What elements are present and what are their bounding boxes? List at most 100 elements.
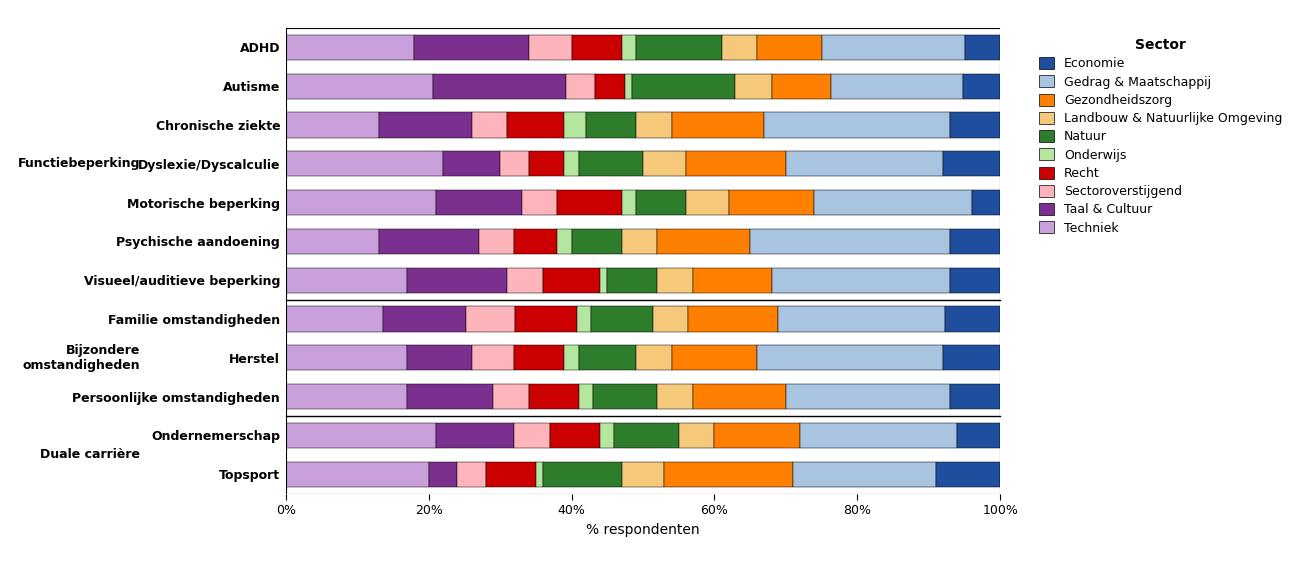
- Bar: [672, 345, 757, 370]
- Bar: [577, 306, 591, 332]
- Bar: [822, 35, 964, 60]
- Bar: [591, 306, 653, 332]
- Bar: [686, 151, 786, 177]
- Bar: [286, 35, 414, 60]
- Text: Duale carrière: Duale carrière: [40, 448, 140, 461]
- Bar: [522, 190, 557, 215]
- Bar: [637, 112, 672, 137]
- Bar: [592, 384, 657, 410]
- Bar: [637, 35, 722, 60]
- Bar: [944, 306, 1000, 332]
- Bar: [433, 73, 565, 99]
- Bar: [379, 229, 478, 254]
- Bar: [694, 384, 786, 410]
- Bar: [579, 151, 643, 177]
- Bar: [514, 423, 549, 448]
- Bar: [286, 73, 433, 99]
- Bar: [951, 268, 1000, 293]
- Bar: [714, 423, 800, 448]
- Bar: [686, 190, 729, 215]
- Bar: [600, 423, 614, 448]
- Bar: [494, 384, 529, 410]
- Bar: [672, 112, 764, 137]
- Bar: [564, 112, 586, 137]
- Bar: [665, 462, 792, 487]
- Text: Bijzondere
omstandigheden: Bijzondere omstandigheden: [22, 344, 140, 372]
- Bar: [586, 112, 637, 137]
- Bar: [729, 190, 814, 215]
- Bar: [694, 268, 772, 293]
- Bar: [486, 462, 535, 487]
- Bar: [408, 345, 472, 370]
- Bar: [529, 384, 578, 410]
- Bar: [564, 151, 579, 177]
- Bar: [786, 151, 943, 177]
- Bar: [408, 268, 507, 293]
- Bar: [286, 306, 383, 332]
- Bar: [637, 345, 672, 370]
- Bar: [786, 384, 951, 410]
- Bar: [557, 229, 572, 254]
- Bar: [500, 151, 529, 177]
- Bar: [507, 112, 564, 137]
- Bar: [572, 229, 621, 254]
- Bar: [607, 268, 657, 293]
- Bar: [472, 112, 507, 137]
- Bar: [557, 190, 621, 215]
- Bar: [964, 35, 1000, 60]
- Bar: [565, 73, 595, 99]
- Bar: [478, 229, 514, 254]
- Bar: [757, 35, 822, 60]
- Bar: [621, 229, 657, 254]
- Bar: [286, 229, 379, 254]
- Bar: [286, 151, 443, 177]
- Bar: [614, 423, 679, 448]
- Bar: [600, 268, 608, 293]
- Bar: [514, 345, 564, 370]
- Bar: [751, 229, 951, 254]
- Bar: [800, 423, 957, 448]
- Text: Functiebeperking: Functiebeperking: [17, 157, 140, 171]
- Bar: [514, 306, 577, 332]
- Bar: [472, 345, 514, 370]
- Bar: [529, 35, 572, 60]
- Bar: [383, 306, 466, 332]
- Bar: [657, 229, 751, 254]
- Bar: [951, 384, 1000, 410]
- Bar: [937, 462, 1000, 487]
- Bar: [735, 73, 772, 99]
- Bar: [286, 268, 408, 293]
- Bar: [657, 384, 694, 410]
- Bar: [507, 268, 543, 293]
- Bar: [764, 112, 951, 137]
- Bar: [951, 112, 1000, 137]
- Bar: [529, 151, 564, 177]
- Bar: [621, 190, 637, 215]
- Bar: [772, 73, 831, 99]
- Bar: [772, 268, 950, 293]
- Bar: [286, 345, 408, 370]
- Bar: [595, 73, 625, 99]
- Bar: [436, 423, 514, 448]
- Bar: [286, 423, 436, 448]
- Bar: [457, 462, 486, 487]
- Bar: [964, 73, 1000, 99]
- Bar: [943, 151, 1000, 177]
- Bar: [643, 151, 686, 177]
- Bar: [831, 73, 964, 99]
- Legend: Economie, Gedrag & Maatschappij, Gezondheidszorg, Landbouw & Natuurlijke Omgevin: Economie, Gedrag & Maatschappij, Gezondh…: [1035, 34, 1286, 238]
- Bar: [414, 35, 529, 60]
- Bar: [625, 73, 631, 99]
- Bar: [286, 190, 436, 215]
- Bar: [543, 268, 600, 293]
- Bar: [653, 306, 688, 332]
- Bar: [579, 384, 592, 410]
- Bar: [778, 306, 944, 332]
- Bar: [972, 190, 1000, 215]
- Bar: [957, 423, 1000, 448]
- Bar: [514, 229, 557, 254]
- Bar: [286, 112, 379, 137]
- Bar: [536, 462, 543, 487]
- Bar: [429, 462, 457, 487]
- Bar: [466, 306, 514, 332]
